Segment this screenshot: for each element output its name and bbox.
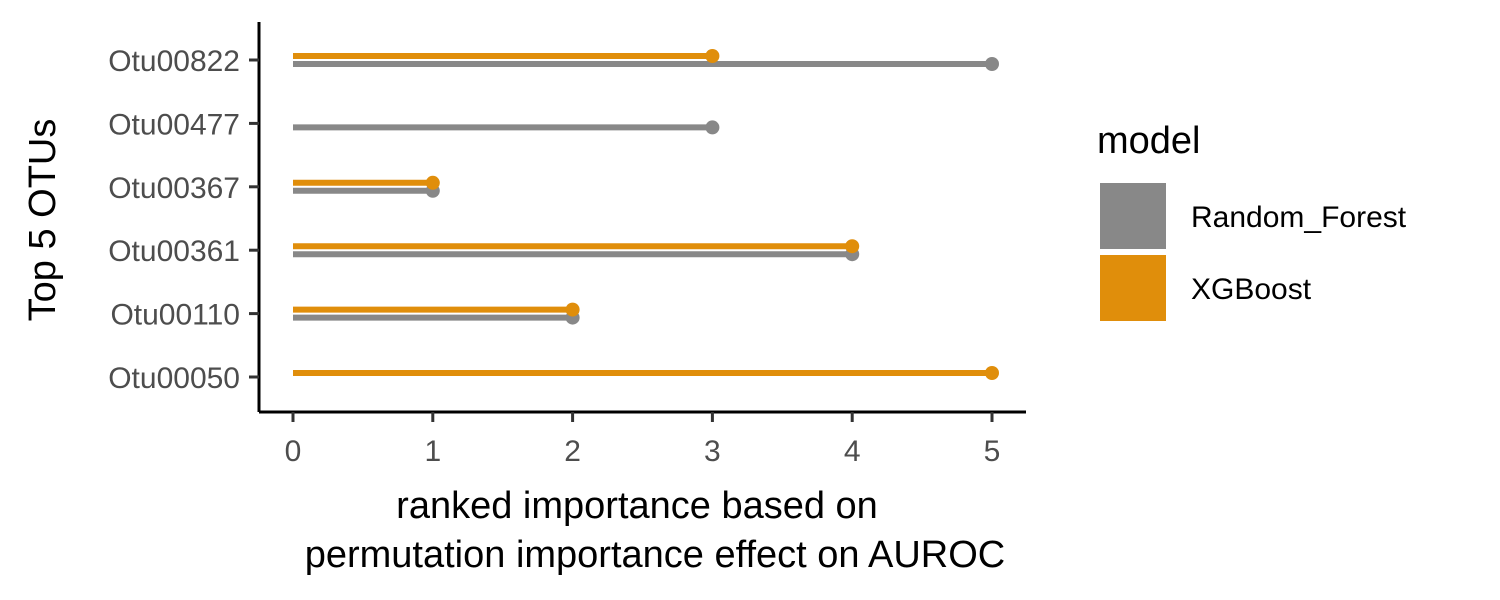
legend-key-xgboost	[1100, 255, 1166, 321]
plot-area	[293, 49, 999, 380]
legend-label-xgboost: XGBoost	[1191, 273, 1312, 306]
y-tick-label: Otu00822	[108, 45, 240, 78]
y-axis-ticks: Otu00822 Otu00477 Otu00367 Otu00361 Otu00110…	[108, 45, 259, 395]
y-tick-label: Otu00361	[108, 235, 240, 268]
x-tick-label: 5	[984, 435, 1001, 468]
x-axis-ticks: 0 1 2 3 4 5	[285, 412, 1001, 468]
x-tick-label: 4	[844, 435, 861, 468]
xgboost-point	[705, 49, 720, 63]
legend-label-random-forest: Random_Forest	[1191, 201, 1407, 234]
y-axis-title: Top 5 OTUs	[22, 119, 64, 322]
xgboost-point	[425, 175, 440, 190]
x-axis-title-line-2: permutation importance effect on AUROC	[305, 534, 1006, 576]
y-tick-label: Otu00477	[108, 108, 240, 141]
random-forest-point	[705, 120, 720, 135]
legend: model Random_Forest XGBoost	[1097, 120, 1407, 321]
legend-key-random-forest	[1100, 183, 1166, 249]
y-tick-label: Otu00050	[108, 362, 240, 395]
y-tick-label: Otu00367	[108, 172, 240, 205]
x-tick-label: 3	[704, 435, 721, 468]
xgboost-point	[565, 302, 580, 317]
xgboost-point	[845, 239, 860, 254]
y-tick-label: Otu00110	[110, 299, 240, 332]
xgboost-point	[985, 366, 999, 380]
x-tick-label: 1	[424, 435, 441, 468]
legend-title: model	[1097, 120, 1201, 162]
x-tick-label: 2	[564, 435, 581, 468]
x-tick-label: 0	[285, 435, 302, 468]
x-axis-title-line-1: ranked importance based on	[396, 485, 878, 527]
random-forest-point	[985, 57, 999, 71]
